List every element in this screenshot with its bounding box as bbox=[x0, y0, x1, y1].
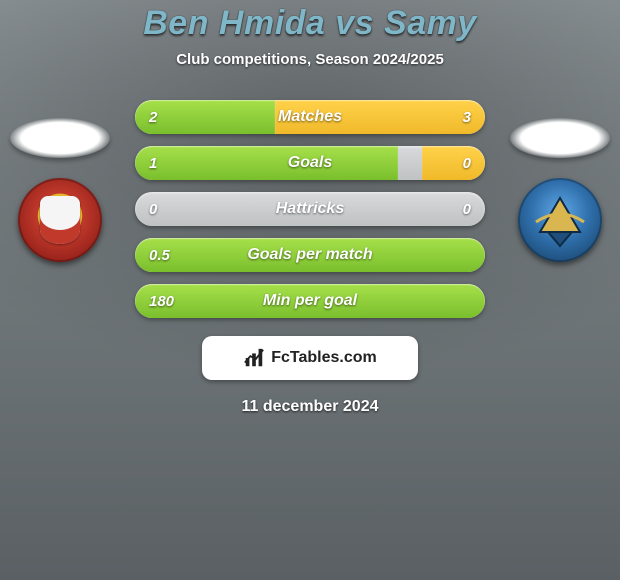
stat-row: 180Min per goal bbox=[135, 284, 485, 318]
stat-label: Hattricks bbox=[135, 192, 485, 226]
club-badge-left bbox=[18, 178, 102, 262]
stat-value-left: 180 bbox=[149, 284, 174, 318]
stat-row: 23Matches bbox=[135, 100, 485, 134]
subtitle: Club competitions, Season 2024/2025 bbox=[0, 51, 620, 68]
player-right-silhouette bbox=[510, 118, 610, 158]
stat-rows: 23Matches10Goals00Hattricks0.5Goals per … bbox=[135, 100, 485, 318]
player-left bbox=[10, 118, 110, 262]
stat-value-left: 0 bbox=[149, 192, 157, 226]
stat-fill-left bbox=[135, 146, 398, 180]
stat-value-left: 0.5 bbox=[149, 238, 170, 272]
stat-row: 10Goals bbox=[135, 146, 485, 180]
page-title: Ben Hmida vs Samy bbox=[0, 4, 620, 43]
stat-row: 0.5Goals per match bbox=[135, 238, 485, 272]
stat-value-left: 2 bbox=[149, 100, 157, 134]
stat-fill-right bbox=[275, 100, 485, 134]
content-root: Ben Hmida vs Samy Club competitions, Sea… bbox=[0, 0, 620, 416]
stat-fill-left bbox=[135, 284, 485, 318]
stat-fill-right bbox=[422, 146, 485, 180]
player-left-silhouette bbox=[10, 118, 110, 158]
club-badge-right bbox=[518, 178, 602, 262]
pyramids-icon bbox=[528, 188, 592, 252]
brand-chart-icon bbox=[243, 347, 265, 369]
stat-row: 0 0Hattricks bbox=[135, 192, 485, 226]
footer-date: 11 december 2024 bbox=[0, 398, 620, 416]
stat-value-left: 1 bbox=[149, 146, 157, 180]
stat-value-right: 0 bbox=[463, 192, 471, 226]
stat-fill-left bbox=[135, 238, 485, 272]
stat-value-right: 3 bbox=[463, 100, 471, 134]
stat-value-right: 0 bbox=[463, 146, 471, 180]
brand-pill[interactable]: FcTables.com bbox=[202, 336, 418, 380]
brand-text: FcTables.com bbox=[271, 349, 377, 367]
player-right bbox=[510, 118, 610, 262]
